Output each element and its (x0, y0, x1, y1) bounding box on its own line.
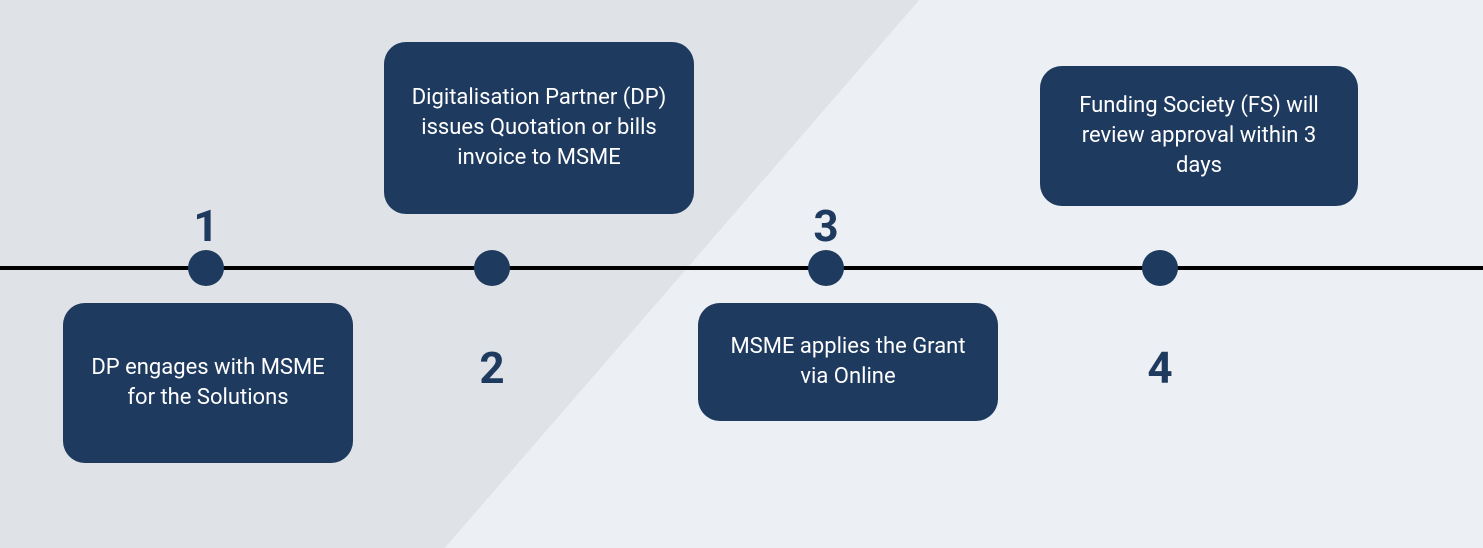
step-number: 2 (479, 346, 504, 390)
step-description: Funding Society (FS) will review approva… (1040, 66, 1358, 206)
timeline-node (474, 250, 510, 286)
step-number: 1 (193, 204, 218, 248)
step-description: MSME applies the Grant via Online (698, 303, 998, 421)
timeline-node (808, 250, 844, 286)
step-number: 4 (1147, 346, 1172, 390)
timeline-node (1142, 250, 1178, 286)
step-description: DP engages with MSME for the Solutions (63, 303, 353, 463)
step-number: 3 (813, 204, 838, 248)
timeline-diagram: 1 DP engages with MSME for the Solutions 2… (0, 0, 1483, 548)
step-description: Digitalisation Partner (DP) issues Quota… (384, 42, 694, 214)
timeline-node (188, 250, 224, 286)
